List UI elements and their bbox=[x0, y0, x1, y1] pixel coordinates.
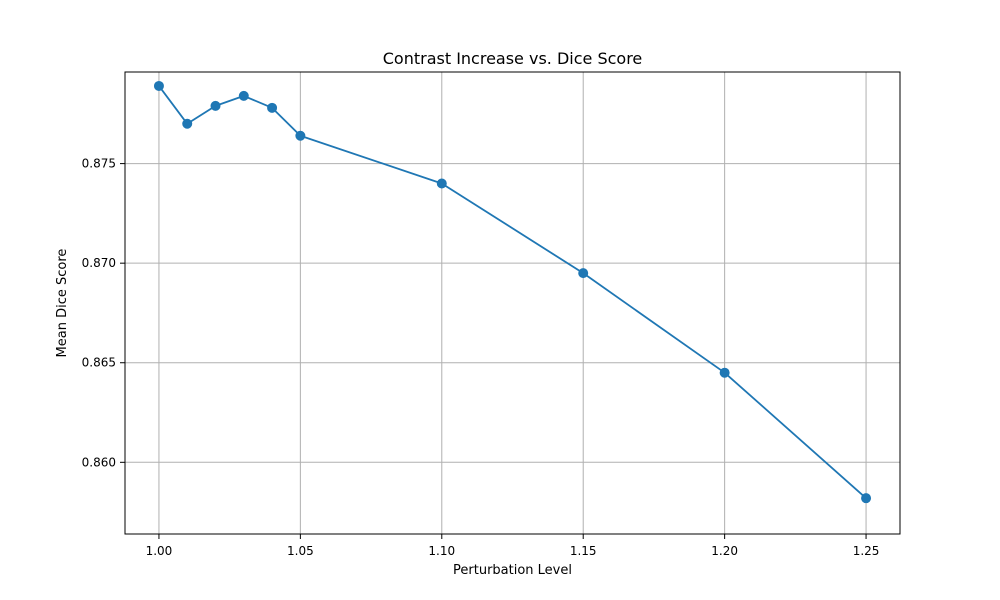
x-axis: 1.00 1.05 1.10 1.15 1.20 1.25 bbox=[146, 534, 880, 558]
chart-title: Contrast Increase vs. Dice Score bbox=[383, 49, 643, 68]
x-tick-label: 1.00 bbox=[146, 544, 173, 558]
series-line bbox=[158, 85, 867, 500]
y-tick-label: 0.865 bbox=[82, 356, 116, 370]
x-tick-label: 1.20 bbox=[711, 544, 738, 558]
x-tick-label: 1.10 bbox=[428, 544, 455, 558]
data-point bbox=[182, 118, 193, 129]
data-point bbox=[578, 268, 589, 279]
x-tick-label: 1.25 bbox=[853, 544, 880, 558]
data-point bbox=[861, 493, 872, 504]
data-point bbox=[436, 178, 447, 189]
x-tick-label: 1.05 bbox=[287, 544, 314, 558]
series-line-layer bbox=[153, 80, 872, 504]
y-tick-label: 0.870 bbox=[82, 256, 116, 270]
grid-lines bbox=[125, 72, 900, 534]
data-point bbox=[238, 90, 249, 101]
y-axis-label: Mean Dice Score bbox=[55, 249, 70, 358]
y-axis: 0.860 0.865 0.870 0.875 bbox=[82, 157, 125, 469]
y-tick-label: 0.860 bbox=[82, 455, 116, 469]
x-axis-label: Perturbation Level bbox=[453, 563, 572, 578]
plot-area-frame bbox=[124, 71, 901, 535]
data-point bbox=[295, 130, 306, 141]
data-point bbox=[719, 367, 730, 378]
data-point bbox=[210, 100, 221, 111]
x-tick-label: 1.15 bbox=[570, 544, 597, 558]
y-tick-label: 0.875 bbox=[82, 157, 116, 171]
data-point bbox=[267, 102, 278, 113]
data-point bbox=[153, 80, 164, 91]
